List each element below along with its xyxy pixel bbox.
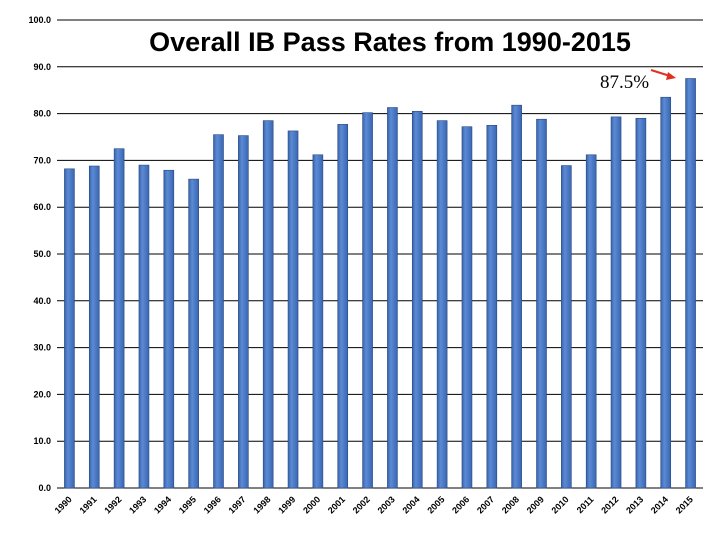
bar-2004 xyxy=(411,110,423,489)
x-axis-ticks: 1990 1991 1992 1993 1994 1995 1996 1997 1998 1999… xyxy=(53,494,695,515)
x-tick-label: 2005 xyxy=(425,494,446,515)
bar-2003 xyxy=(387,107,398,489)
x-tick-label: 1992 xyxy=(102,494,123,515)
x-tick-label: 1994 xyxy=(152,494,173,515)
x-tick-label: 2006 xyxy=(450,494,471,515)
bar-2006 xyxy=(461,126,473,489)
bar-2002 xyxy=(362,112,373,489)
chart-title: Overall IB Pass Rates from 1990-2015 xyxy=(149,27,631,57)
y-tick-label: 10.0 xyxy=(33,436,51,446)
y-tick-label: 100.0 xyxy=(28,15,51,25)
bar-1999 xyxy=(287,130,299,489)
bar-1994 xyxy=(163,169,175,489)
x-tick-label: 2012 xyxy=(599,494,620,515)
bar-1996 xyxy=(213,134,224,489)
y-tick-label: 60.0 xyxy=(33,202,51,212)
x-tick-label: 1995 xyxy=(177,494,198,515)
bar-2015 xyxy=(685,78,696,489)
x-tick-label: 2003 xyxy=(376,494,397,515)
annotation-label: 87.5% xyxy=(600,72,649,93)
y-tick-label: 80.0 xyxy=(33,109,51,119)
x-tick-label: 2011 xyxy=(575,494,596,515)
x-tick-label: 1999 xyxy=(276,494,297,515)
x-tick-label: 2015 xyxy=(674,494,695,515)
x-tick-label: 2001 xyxy=(326,494,347,515)
y-tick-label: 0.0 xyxy=(38,483,51,493)
y-tick-label: 30.0 xyxy=(33,343,51,353)
x-tick-label: 1996 xyxy=(202,494,223,515)
x-tick-label: 2009 xyxy=(525,494,546,515)
bar-1997 xyxy=(238,135,249,489)
y-tick-label: 50.0 xyxy=(33,249,51,259)
x-tick-label: 1998 xyxy=(251,494,272,515)
x-tick-label: 2002 xyxy=(351,494,372,515)
bar-2000 xyxy=(312,154,324,489)
y-tick-label: 40.0 xyxy=(33,296,51,306)
bar-2010 xyxy=(561,165,572,489)
bar-1991 xyxy=(88,165,100,489)
x-tick-label: 1990 xyxy=(53,494,74,515)
bar-2012 xyxy=(610,116,622,489)
bar-1990 xyxy=(64,168,75,489)
bar-2014 xyxy=(660,96,672,489)
y-tick-label: 70.0 xyxy=(33,155,51,165)
annotation-arrow xyxy=(650,69,676,80)
bar-2007 xyxy=(486,125,498,489)
bars xyxy=(64,78,696,489)
bar-2005 xyxy=(436,120,448,489)
y-tick-label: 90.0 xyxy=(33,62,51,72)
bar-2001 xyxy=(337,124,349,489)
x-tick-label: 1991 xyxy=(77,494,98,515)
bar-1993 xyxy=(138,164,150,489)
x-tick-label: 2013 xyxy=(624,494,645,515)
x-tick-label: 1993 xyxy=(127,494,148,515)
bar-2008 xyxy=(511,104,522,489)
x-tick-label: 2014 xyxy=(649,494,670,515)
y-tick-label: 20.0 xyxy=(33,389,51,399)
x-tick-label: 1997 xyxy=(227,494,248,515)
bar-2009 xyxy=(536,118,547,489)
x-tick-label: 2004 xyxy=(400,494,421,515)
bar-1995 xyxy=(188,178,199,489)
x-tick-label: 2007 xyxy=(475,494,496,515)
bar-1992 xyxy=(113,148,125,489)
x-tick-label: 2000 xyxy=(301,494,322,515)
y-axis-ticks: 0.0 10.0 20.0 30.0 40.0 50.0 60.0 70.0 80.0 90.0 1… xyxy=(28,15,51,493)
bar-2011 xyxy=(585,154,597,489)
bar-1998 xyxy=(262,120,274,489)
x-tick-label: 2010 xyxy=(550,494,571,515)
bar-2013 xyxy=(635,117,647,489)
x-tick-label: 2008 xyxy=(500,494,521,515)
